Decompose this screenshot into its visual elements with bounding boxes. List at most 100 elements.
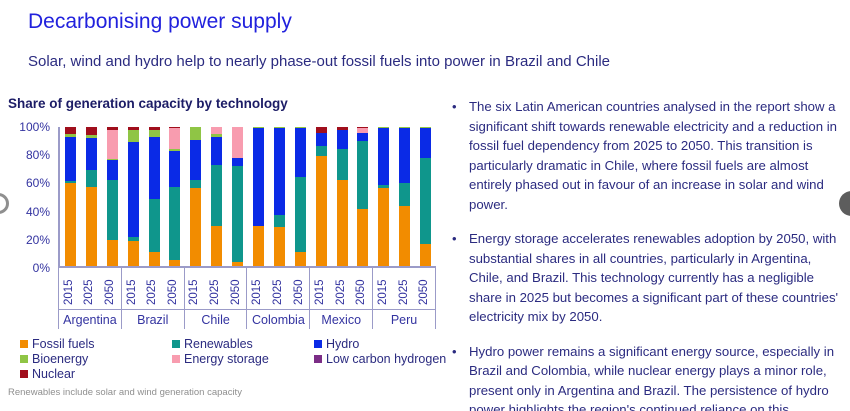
bullet-text: Energy storage accelerates renewables ad… [469,231,839,324]
bar-segment-energy-storage [357,128,369,133]
bullet-marker: • [452,99,457,114]
bar-segment-renewables [273,214,285,228]
chart-plot-row: 100% 80% 60% 40% 20% 0% [8,120,450,275]
bar-segment-bioenergy [64,134,76,137]
bar-group-colombia [248,127,311,266]
stacked-bar-argentina-2050 [106,127,118,266]
bar-segment-hydro [106,160,118,180]
bar-segment-bioenergy [294,127,306,129]
bar-segment-fossil-fuels [273,227,285,266]
stacked-bar-peru-2015 [378,127,390,266]
year-labels-row: 2015 2025 2050 [310,268,373,310]
bar-segment-bioenergy [148,129,160,137]
bar-segment-hydro [273,128,285,215]
bar-segment-nuclear [315,127,327,133]
bar-segment-fossil-fuels [127,240,139,266]
stacked-bar-chile-2050 [232,127,244,266]
stacked-bar-argentina-2025 [85,127,97,266]
year-tick-label: 2050 [229,279,242,305]
year-tick-label: 2025 [146,279,159,305]
bar-segment-fossil-fuels [232,261,244,266]
bar-segment-fossil-fuels [211,225,223,266]
page-subtitle: Solar, wind and hydro help to nearly pha… [28,53,610,70]
bar-group-chile [185,127,248,266]
bar-segment-fossil-fuels [64,182,76,266]
bar-segment-bioenergy [378,127,390,129]
bar-segment-bioenergy [420,127,432,129]
bar-segment-renewables [378,185,390,189]
plot-area [58,127,436,268]
bar-segment-renewables [315,146,327,157]
year-tick-label: 2015 [251,279,264,305]
bar-segment-energy-storage [232,127,244,158]
bar-segment-fossil-fuels [294,252,306,266]
bar-segment-renewables [294,177,306,253]
bullet-marker: • [452,343,457,359]
year-labels-row: 2015 2025 2050 [247,268,310,310]
bar-segment-hydro [420,128,432,158]
bar-segment-renewables [420,157,432,244]
bar-segment-hydro [85,138,97,171]
legend-label: Nuclear [32,367,76,381]
bar-group-brazil [123,127,186,266]
bar-segment-energy-storage [169,128,181,150]
legend-swatch [314,340,322,348]
year-tick-label: 2025 [209,279,222,305]
bar-segment-fossil-fuels [357,209,369,266]
bar-segment-fossil-fuels [378,188,390,266]
bar-segment-nuclear [85,127,97,136]
bar-segment-bioenergy [399,127,411,129]
bar-segment-fossil-fuels [399,206,411,266]
next-page-button[interactable] [839,191,850,216]
legend-item-fossil-fuels: Fossil fuels [20,337,172,351]
y-axis-labels: 100% 80% 60% 40% 20% 0% [8,120,58,275]
year-tick-label: 2025 [397,279,410,305]
legend-swatch [20,370,28,378]
year-tick-label: 2025 [334,279,347,305]
y-tick-label: 40% [25,204,50,219]
legend-item-nuclear: Nuclear [20,367,172,381]
stacked-bar-argentina-2015 [64,127,76,266]
year-tick-label: 2015 [314,279,327,305]
x-group-brazil: 2015 2025 2050 Brazil [121,268,185,329]
bar-segment-hydro [315,132,327,147]
bar-segment-fossil-fuels [190,188,202,266]
bar-segment-renewables [148,199,160,253]
bar-segment-hydro [127,142,139,237]
year-labels-row: 2015 2025 2050 [121,268,184,310]
bullet-item: • The six Latin American countries analys… [452,97,846,214]
chart-footnote: Renewables include solar and wind genera… [8,387,242,398]
bar-segment-renewables [336,149,348,180]
legend-item-hydro: Hydro [314,337,462,351]
stacked-bar-chile-2015 [190,127,202,266]
bullet-item: • Energy storage accelerates renewables a… [452,229,846,327]
bar-segment-renewables [85,170,97,187]
stacked-bar-chile-2025 [211,127,223,266]
bar-group-argentina [60,127,123,266]
year-tick-label: 2050 [166,279,179,305]
bar-segment-energy-storage [106,129,118,159]
bar-segment-bioenergy [273,127,285,129]
bar-segment-hydro [252,128,264,226]
bar-segment-hydro [190,139,202,180]
y-tick-label: 60% [25,176,50,191]
bar-segment-nuclear [169,127,181,129]
legend-item-renewables: Renewables [172,337,314,351]
bullet-marker: • [452,231,457,246]
bar-segment-nuclear [148,127,160,130]
bar-segment-nuclear [357,127,369,129]
legend-item-energy-storage: Energy storage [172,352,314,366]
year-tick-label: 2015 [376,279,389,305]
bar-segment-bioenergy [106,159,118,161]
bar-segment-hydro [64,136,76,182]
bullet-text: The six Latin American countries analyse… [469,99,837,212]
x-axis-labels: 2015 2025 2050 Argentina 2015 2025 2050 Brazil 2… [58,268,436,329]
legend-label: Renewables [184,337,253,351]
bar-segment-fossil-fuels [169,260,181,266]
bar-segment-fossil-fuels [148,252,160,266]
stacked-bar-brazil-2025 [148,127,160,266]
bar-segment-renewables [169,186,181,261]
country-label: Peru [390,313,418,327]
chart-legend: Fossil fuels Renewables Hydro Bioenergy Ener… [20,337,450,381]
